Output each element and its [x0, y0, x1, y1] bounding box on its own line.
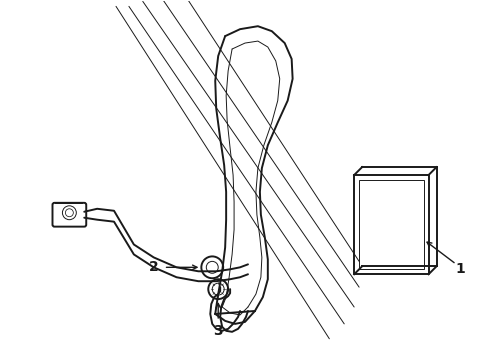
Text: 3: 3	[214, 324, 223, 338]
Circle shape	[62, 206, 76, 220]
Text: 2: 2	[149, 260, 159, 274]
Circle shape	[201, 256, 223, 278]
FancyBboxPatch shape	[52, 203, 86, 227]
Circle shape	[208, 279, 228, 299]
Text: 1: 1	[455, 262, 465, 276]
Bar	[359, 180, 424, 269]
